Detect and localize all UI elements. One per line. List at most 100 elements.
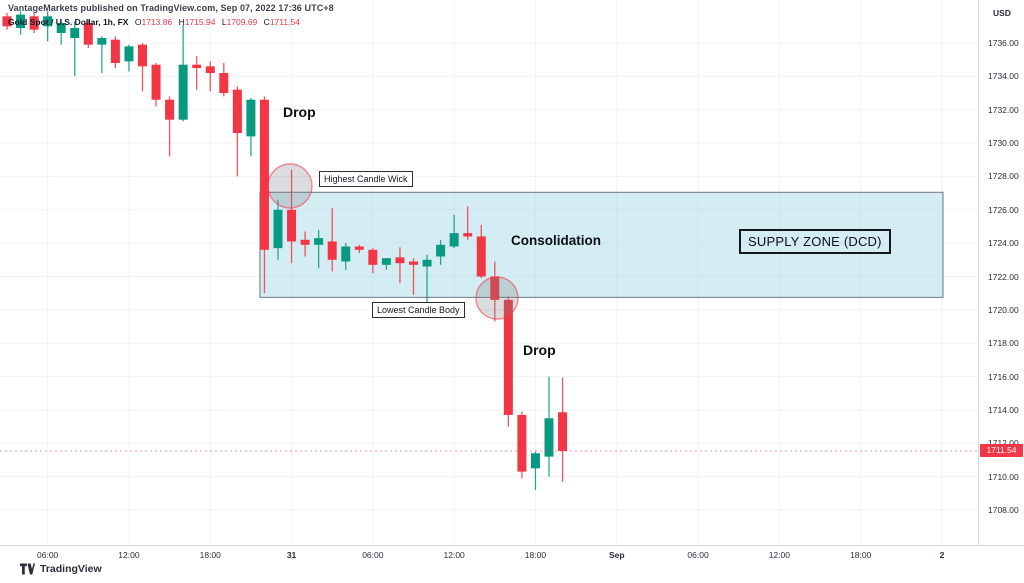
price-tick-label: 1712.00 (988, 438, 1019, 449)
time-tick-label: 12:00 (443, 550, 465, 560)
price-tick-label: 1710.00 (988, 471, 1019, 482)
price-tick-label: 1726.00 (988, 204, 1019, 215)
candle-body-up (246, 99, 256, 137)
candle-body-down (409, 261, 418, 265)
candle-body-down (287, 209, 297, 242)
annotation-highest-candle-wick[interactable]: Highest Candle Wick (319, 171, 413, 187)
price-tick-label: 1716.00 (988, 371, 1019, 382)
candle-body-down (29, 16, 39, 30)
annotation-consolidation[interactable]: Consolidation (511, 233, 601, 248)
candle-body-up (273, 209, 283, 249)
candle-body-down (490, 276, 500, 300)
annotation-supply-zone-label[interactable]: SUPPLY ZONE (DCD) (739, 229, 891, 254)
candle-body-down (110, 39, 120, 64)
last-price-badge: 1711.54 (980, 444, 1023, 458)
market-label: FX (117, 17, 129, 27)
candle-body-down (558, 412, 568, 451)
price-tick-label: 1714.00 (988, 404, 1019, 415)
candle-body-up (70, 27, 80, 38)
price-tick-label: 1708.00 (988, 505, 1019, 515)
candle-body-down (165, 99, 175, 120)
candle-body-up (544, 418, 554, 457)
candle-body-up (436, 244, 446, 257)
candle-body-up (16, 14, 26, 28)
candle-body-up (381, 258, 391, 265)
time-tick-label: Sep (608, 550, 625, 560)
low-value: 1709.69 (226, 17, 258, 27)
time-tick-label: 18:00 (524, 550, 547, 560)
candle-body-down (151, 64, 161, 100)
symbol-legend: Gold Spot / U.S. Dollar, 1h, FX O1713.86… (8, 17, 300, 27)
price-tick-label: 1728.00 (988, 171, 1019, 182)
published-line: VantageMarkets published on TradingView.… (8, 3, 334, 13)
price-tick-label: 1718.00 (988, 338, 1019, 349)
candle-body-down (2, 16, 12, 27)
close-value: 1711.54 (269, 17, 300, 27)
candle-body-down (463, 233, 473, 237)
candle-body-up (178, 64, 188, 120)
symbol-name: Gold Spot / U.S. Dollar, (8, 17, 101, 27)
tradingview-attribution[interactable]: TradingView (20, 563, 102, 575)
time-tick-label: 06:00 (37, 550, 59, 560)
candle-body-down (192, 64, 202, 69)
candle-body-up (56, 22, 66, 33)
time-tick-label: 12:00 (768, 550, 790, 560)
time-tick-label: 18:00 (850, 550, 872, 560)
candle-body-up (97, 37, 107, 45)
open-value: 1713.86 (141, 17, 173, 27)
candle-body-down (232, 89, 242, 134)
chart-canvas[interactable] (0, 0, 978, 545)
candle-body-down (300, 239, 310, 245)
price-tick-label: 1724.00 (988, 238, 1019, 249)
candle-body-up (124, 46, 134, 62)
highlight-circle[interactable] (475, 276, 519, 320)
annotation-drop-2[interactable]: Drop (523, 342, 556, 358)
price-tick-label: 1734.00 (988, 71, 1019, 82)
candle-body-down (503, 299, 513, 415)
candle-body-down (219, 73, 229, 94)
time-tick-label: 06:00 (687, 550, 709, 560)
high-key: H (178, 17, 185, 27)
price-tick-label: 1736.00 (988, 38, 1019, 48)
candle-body-down (368, 249, 378, 265)
price-tick-label: 1732.00 (988, 104, 1019, 115)
time-tick-label: 2 (939, 550, 945, 560)
time-tick-label: 06:00 (362, 550, 384, 560)
tradingview-logo-icon (20, 563, 35, 575)
candle-body-up (530, 453, 540, 469)
price-tick-label: 1722.00 (988, 271, 1019, 282)
supply-zone-rect[interactable] (259, 191, 944, 298)
time-tick-label: 12:00 (118, 550, 140, 560)
time-axis[interactable]: 06:00 12:00 18:00 31 06:00 12:00 18:00 Sep 06:00… (0, 545, 1024, 565)
candle-body-up (449, 233, 459, 247)
annotation-drop-1[interactable]: Drop (283, 104, 316, 120)
candle-body-down (138, 44, 147, 67)
candle-body-down (327, 241, 337, 260)
candle-body-down (354, 246, 364, 250)
highlight-circle[interactable] (267, 163, 313, 209)
low-key: L (221, 17, 227, 27)
candle-body-up (43, 16, 53, 27)
candle-body-down (517, 414, 527, 472)
high-value: 1715.94 (184, 17, 216, 27)
candle-body-down (395, 257, 405, 264)
close-key: C (263, 17, 270, 27)
candle-body-up (422, 259, 432, 267)
currency-label: USD (993, 8, 1011, 18)
price-tick-label: 1730.00 (988, 138, 1019, 149)
interval-label: 1h, (102, 17, 116, 27)
candle-body-down (83, 22, 93, 45)
candle-body-up (314, 238, 324, 245)
candle-body-down (205, 66, 215, 74)
time-tick-label: 31 (286, 550, 297, 560)
candle-body-up (341, 246, 351, 262)
open-key: O (134, 17, 142, 27)
tradingview-brand-text: TradingView (40, 563, 102, 575)
candle-body-down (476, 236, 486, 277)
price-tick-label: 1720.00 (988, 304, 1019, 315)
candle-body-down (259, 99, 269, 250)
annotation-lowest-candle-body[interactable]: Lowest Candle Body (372, 302, 465, 318)
time-tick-label: 18:00 (199, 550, 221, 560)
price-axis[interactable]: USD 1711.54 1736.00 1734.00 1732.00 1730.00… (978, 0, 1024, 545)
